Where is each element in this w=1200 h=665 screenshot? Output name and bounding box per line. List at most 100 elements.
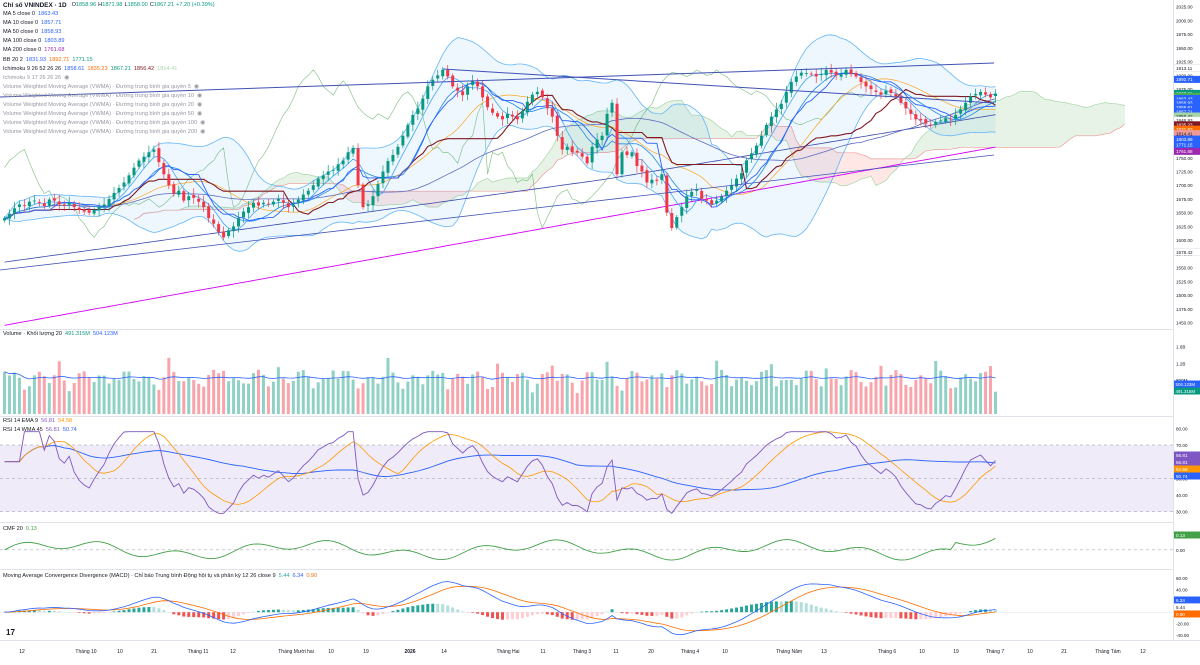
macd-histogram-bar[interactable]	[850, 612, 853, 613]
macd-histogram-bar[interactable]	[650, 612, 653, 616]
volume-bar[interactable]	[162, 377, 165, 414]
volume-bar[interactable]	[596, 380, 599, 414]
volume-bar[interactable]	[337, 379, 340, 414]
candle-body[interactable]	[566, 147, 569, 150]
indicator-row[interactable]: Ichimoku 9 17 26 26 26◉	[3, 74, 215, 83]
rsi-label-box[interactable]: 50.74	[1174, 473, 1200, 480]
volume-bar[interactable]	[63, 381, 66, 414]
macd-histogram-bar[interactable]	[700, 612, 703, 613]
volume-bar[interactable]	[416, 377, 419, 414]
macd-histogram-bar[interactable]	[466, 612, 469, 613]
price-label[interactable]: 1913.11	[1174, 65, 1200, 72]
volume-bar[interactable]	[830, 379, 833, 414]
macd-histogram-bar[interactable]	[680, 612, 683, 617]
volume-bar[interactable]	[865, 386, 868, 414]
candle-body[interactable]	[282, 200, 285, 203]
candle-body[interactable]	[481, 86, 484, 97]
visibility-eye-icon[interactable]: ◉	[197, 92, 202, 101]
candle-body[interactable]	[800, 73, 803, 76]
volume-bar[interactable]	[272, 382, 275, 414]
volume-bar[interactable]	[496, 364, 499, 414]
candle-body[interactable]	[506, 114, 509, 118]
candle-body[interactable]	[591, 147, 594, 163]
rsi-label-box[interactable]: 56.81	[1174, 452, 1200, 459]
candle-body[interactable]	[217, 224, 220, 232]
volume-bar[interactable]	[167, 358, 170, 414]
candle-body[interactable]	[879, 92, 882, 94]
candle-body[interactable]	[964, 103, 967, 110]
volume-bar[interactable]	[601, 380, 604, 414]
candle-body[interactable]	[123, 182, 126, 186]
volume-bar[interactable]	[68, 391, 71, 414]
macd-histogram-bar[interactable]	[909, 612, 912, 619]
macd-histogram-bar[interactable]	[735, 608, 738, 613]
candle-body[interactable]	[272, 202, 275, 205]
candle-body[interactable]	[785, 92, 788, 103]
volume-bar[interactable]	[899, 374, 902, 414]
volume-bar[interactable]	[800, 379, 803, 414]
volume-bar[interactable]	[147, 378, 150, 414]
candle-body[interactable]	[586, 157, 589, 164]
volume-bar[interactable]	[924, 378, 927, 414]
volume-bar[interactable]	[506, 377, 509, 414]
candle-body[interactable]	[775, 109, 778, 117]
volume-bar[interactable]	[954, 387, 957, 414]
macd-histogram-bar[interactable]	[670, 612, 673, 618]
candle-body[interactable]	[48, 199, 51, 205]
volume-bar[interactable]	[367, 377, 370, 414]
candle-body[interactable]	[192, 195, 195, 198]
macd-histogram-bar[interactable]	[884, 612, 887, 618]
candle-body[interactable]	[670, 213, 673, 228]
volume-bar[interactable]	[317, 382, 320, 414]
macd-histogram-bar[interactable]	[157, 608, 160, 612]
candle-body[interactable]	[984, 92, 987, 94]
candle-body[interactable]	[431, 80, 434, 86]
macd-histogram-bar[interactable]	[282, 610, 285, 612]
volume-bar[interactable]	[441, 373, 444, 414]
volume-bar[interactable]	[137, 381, 140, 414]
candle-body[interactable]	[357, 148, 360, 185]
candle-body[interactable]	[466, 86, 469, 94]
indicator-row[interactable]: Volume Weighted Moving Average (VWMA) · …	[3, 128, 215, 137]
volume-bar[interactable]	[516, 374, 519, 414]
macd-histogram-bar[interactable]	[362, 612, 365, 613]
volume-bar[interactable]	[252, 373, 255, 414]
volume-bar[interactable]	[616, 386, 619, 414]
macd-histogram-bar[interactable]	[182, 612, 185, 616]
symbol-title[interactable]: Chỉ số VNINDEX · 1D	[3, 1, 67, 10]
volume-bar[interactable]	[103, 376, 106, 414]
volume-bar[interactable]	[546, 372, 549, 414]
candle-body[interactable]	[312, 185, 315, 190]
macd-histogram-bar[interactable]	[685, 612, 688, 615]
candle-body[interactable]	[855, 73, 858, 77]
volume-bar[interactable]	[989, 366, 992, 414]
candle-body[interactable]	[302, 195, 305, 201]
candle-body[interactable]	[894, 94, 897, 96]
volume-bar[interactable]	[576, 393, 579, 414]
macd-histogram-bar[interactable]	[611, 609, 614, 612]
volume-bar[interactable]	[212, 370, 215, 414]
macd-histogram-bar[interactable]	[506, 612, 509, 619]
candle-body[interactable]	[471, 81, 474, 85]
volume-bar[interactable]	[307, 377, 310, 414]
volume-bar[interactable]	[725, 375, 728, 414]
candle-body[interactable]	[825, 70, 828, 75]
volume-bar[interactable]	[157, 390, 160, 414]
macd-histogram-bar[interactable]	[516, 612, 519, 619]
candle-body[interactable]	[720, 196, 723, 201]
candle-body[interactable]	[705, 199, 708, 200]
volume-bar[interactable]	[526, 380, 529, 414]
macd-histogram-bar[interactable]	[830, 610, 833, 612]
volume-bar[interactable]	[914, 380, 917, 414]
macd-histogram-bar[interactable]	[616, 612, 619, 613]
macd-histogram-bar[interactable]	[805, 603, 808, 612]
macd-histogram-bar[interactable]	[132, 608, 135, 612]
volume-bar[interactable]	[372, 377, 375, 414]
candle-body[interactable]	[511, 115, 514, 117]
macd-histogram-bar[interactable]	[43, 611, 46, 612]
volume-bar[interactable]	[845, 376, 848, 414]
